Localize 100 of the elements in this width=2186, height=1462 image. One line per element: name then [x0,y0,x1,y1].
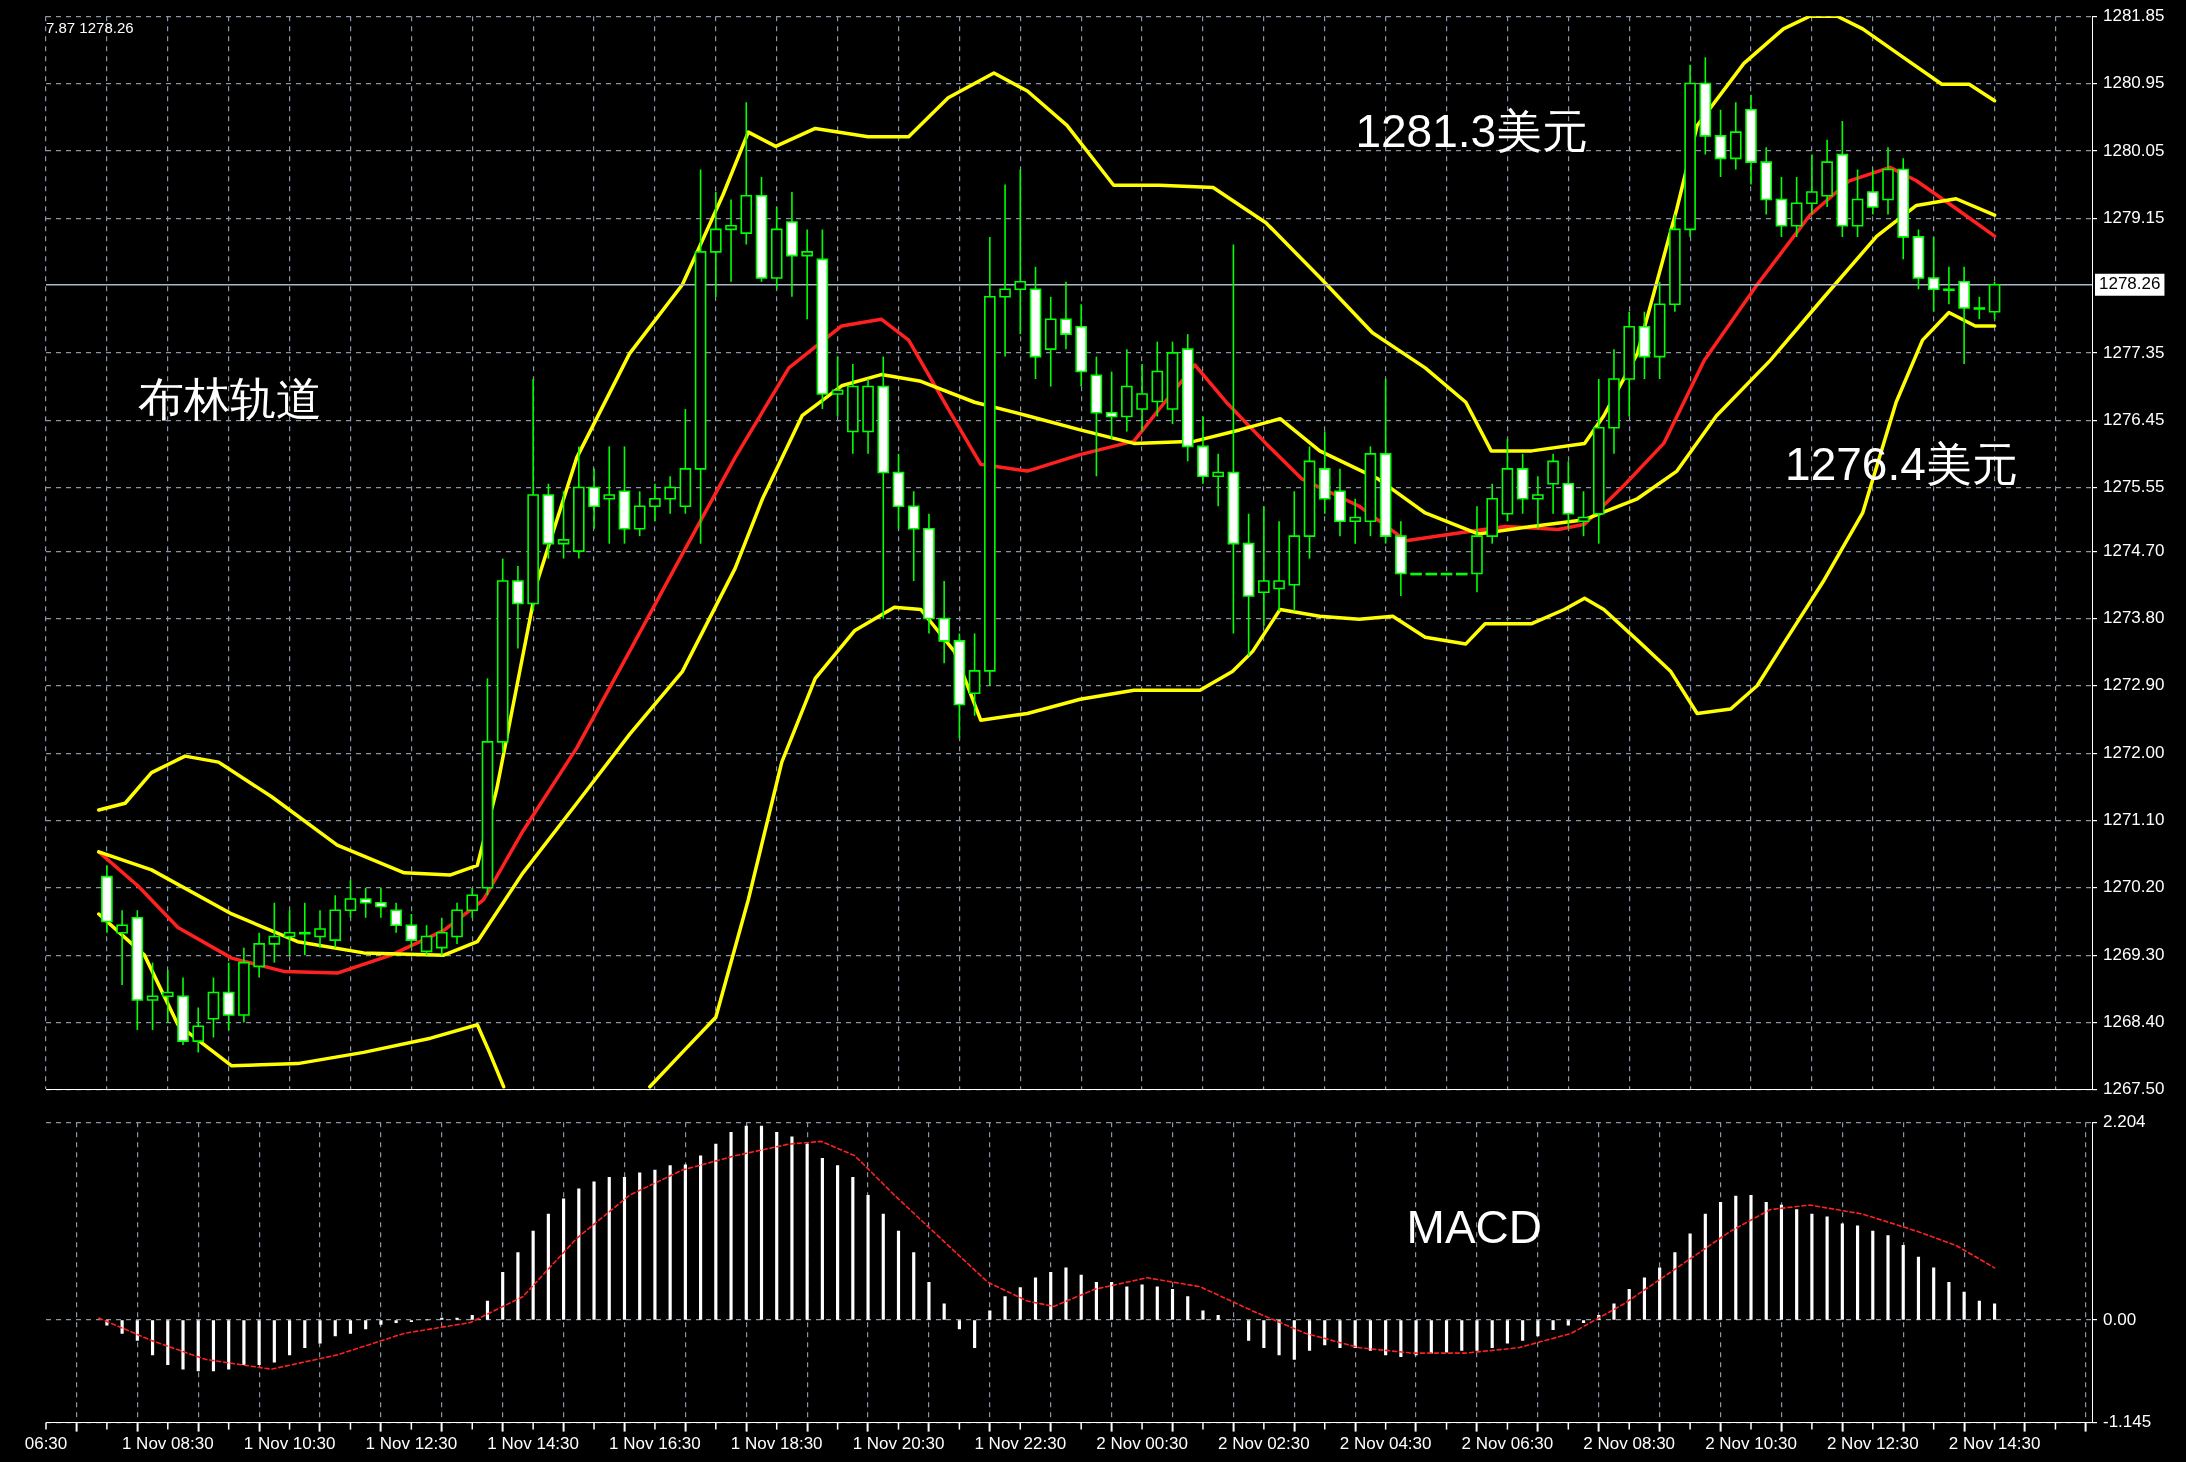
x-tick-label: 1 Nov 18:30 [730,1434,823,1454]
bar [1551,1320,1555,1331]
y-tick-label: 1272.00 [2103,742,2165,762]
y-tick-label: 1275.55 [2103,477,2165,497]
bar [1779,1204,1784,1320]
x-tick-label: 1 Nov 22:30 [974,1434,1067,1454]
bar [1003,1296,1007,1320]
bar [820,1158,824,1320]
bar [303,1320,307,1349]
x-tick-label: 1 Nov 16:30 [609,1434,701,1454]
bar [1718,1202,1723,1320]
bar [668,1165,672,1320]
bar [653,1169,657,1320]
x-tick-label: 2 Nov 10:30 [1705,1434,1797,1454]
bar [1947,1281,1951,1320]
bar [1018,1287,1022,1320]
bar [1688,1233,1692,1320]
bar [1810,1213,1814,1320]
bar [348,1320,353,1334]
bar [287,1320,292,1356]
bar [1170,1289,1175,1320]
y-tick-label: 2.204 [2103,1111,2146,1131]
bar [1612,1303,1616,1320]
bar [1505,1320,1510,1344]
bar [607,1176,611,1320]
bar [1094,1281,1098,1320]
x-tick-label: 2 Nov 04:30 [1339,1434,1432,1454]
bar [1916,1256,1921,1320]
bar [1734,1195,1738,1320]
y-tick-label: 1268.40 [2103,1012,2165,1032]
x-tick-label: 2 Nov 06:30 [1461,1434,1554,1454]
bar [988,1310,992,1320]
bar [973,1320,977,1349]
bar [1642,1277,1647,1320]
bar [181,1320,185,1370]
bar [881,1213,885,1320]
bar [1490,1320,1494,1349]
bar [1307,1320,1312,1351]
bar [1292,1320,1296,1360]
bar [683,1164,687,1320]
bar [836,1165,840,1320]
ref-line-label: 1278.26 [2099,274,2161,294]
bar [394,1320,398,1323]
bar [1536,1320,1540,1337]
bar [1475,1320,1479,1351]
bar [1110,1281,1114,1320]
y-tick-label: 1270.20 [2103,877,2165,897]
x-tick-label: 1 Nov 14:30 [487,1434,579,1454]
bar [699,1155,703,1320]
bar [196,1320,200,1372]
bar [333,1320,337,1337]
bar [1444,1320,1449,1353]
bar [364,1320,368,1330]
x-tick-label: 2 Nov 08:30 [1583,1434,1676,1454]
bar [166,1320,170,1366]
bar [272,1320,276,1363]
y-tick-label: 1280.05 [2103,140,2165,160]
annotation: MACD [1406,1201,1543,1254]
bar [1566,1320,1570,1326]
bar [1140,1284,1144,1320]
annotation: 7.87 1278.26 [46,19,134,37]
bar [1079,1274,1083,1320]
x-tick-label: 2 Nov 02:30 [1218,1434,1310,1454]
bar [546,1213,550,1320]
bar [1399,1320,1403,1357]
y-tick-label: 0.00 [2103,1309,2137,1329]
bar [851,1176,855,1320]
bar [150,1320,155,1356]
bar [1033,1277,1038,1320]
x-tick-label: 1 Nov 20:30 [852,1434,945,1454]
bar [1749,1194,1753,1320]
bar [577,1188,581,1320]
bar [912,1252,916,1320]
x-tick-label: 1 Nov 10:30 [243,1434,336,1454]
bar [1368,1320,1372,1351]
bar [1201,1310,1205,1320]
bar [1992,1303,1997,1320]
y-tick-label: 1274.70 [2103,540,2165,560]
x-tick-label: 2 Nov 00:30 [1096,1434,1188,1454]
bar [120,1320,124,1334]
y-tick-label: 1273.80 [2103,608,2165,628]
bar [531,1230,535,1320]
bar [562,1198,566,1320]
bar [592,1181,596,1320]
bar [1977,1300,1981,1320]
bar [1338,1320,1342,1349]
bar [759,1125,764,1320]
bar [1627,1289,1631,1320]
bar [1581,1320,1586,1323]
bar [866,1194,870,1320]
bar [1521,1320,1525,1341]
bar [1855,1225,1860,1320]
bar [485,1300,490,1320]
bar [1125,1286,1129,1320]
bar [1703,1213,1707,1320]
bar [1871,1230,1875,1320]
y-tick-label: 1272.90 [2103,675,2165,695]
bar [942,1303,946,1320]
bar [1186,1296,1190,1320]
x-tick-label: 2 Nov 12:30 [1826,1434,1919,1454]
